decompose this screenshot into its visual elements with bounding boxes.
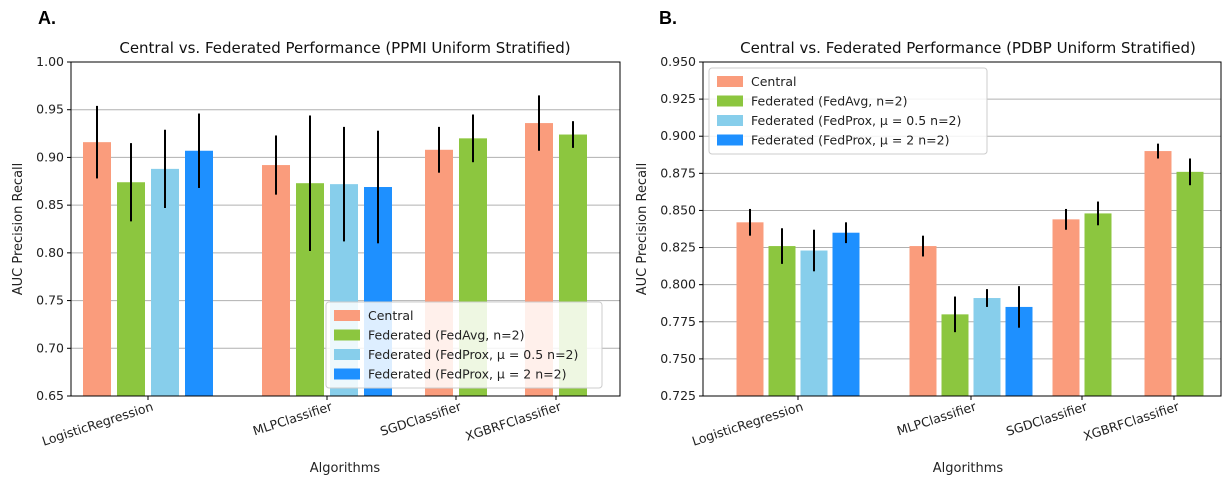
x-tick-label: LogisticRegression	[690, 399, 805, 449]
bar	[768, 246, 796, 396]
legend-box	[708, 67, 988, 155]
panel-letter-b: B.	[659, 8, 677, 28]
x-tick-labels: LogisticRegression MLPClassifier SGDClassi…	[690, 396, 1182, 449]
legend-label: Federated (FedProx, μ = 2 n=2)	[751, 133, 949, 148]
bar	[83, 142, 111, 396]
legend-label: Central	[368, 308, 414, 323]
bar	[1144, 151, 1172, 396]
bar	[832, 232, 860, 396]
y-tick-label: 0.80	[36, 245, 64, 260]
bar	[909, 246, 937, 396]
bar	[185, 150, 213, 396]
legend-label: Federated (FedProx, μ = 2 n=2)	[368, 367, 566, 382]
bar	[1176, 171, 1204, 396]
legend: Central Federated (FedAvg, n=2) Federated …	[325, 301, 603, 389]
chart-title: Central vs. Federated Performance (PPMI …	[119, 39, 570, 57]
x-tick-label: XGBRFClassifier	[1081, 398, 1181, 443]
x-tick-label: SGDClassifier	[1004, 398, 1090, 439]
panel-letter-a: A.	[38, 8, 56, 28]
chart-title: Central vs. Federated Performance (PDBP …	[740, 39, 1196, 57]
plot-frame	[702, 61, 1222, 397]
x-tick-labels: LogisticRegression MLPClassifier SGDClassi…	[40, 396, 564, 449]
legend-swatch	[334, 349, 360, 360]
y-tick-label: 0.950	[660, 54, 696, 69]
legend-label: Federated (FedProx, μ = 0.5 n=2)	[751, 113, 961, 128]
bar	[262, 165, 290, 396]
y-tick-label: 0.725	[660, 388, 696, 403]
y-tick-labels: 0.725 0.750 0.775 0.800 0.825 0.850 0.875 0.900…	[660, 54, 703, 403]
bar	[1084, 213, 1112, 396]
y-tick-label: 0.800	[660, 277, 696, 292]
error-bars	[96, 95, 574, 251]
y-tick-label: 0.75	[36, 293, 64, 308]
bars	[736, 151, 1204, 396]
chart-panel-a: A. Central vs. Federated Performance (PP…	[11, 8, 621, 476]
bar	[800, 250, 828, 396]
y-tick-label: 0.850	[660, 202, 696, 217]
y-tick-label: 0.90	[36, 149, 64, 164]
y-axis-label: AUC Precision Recall	[635, 163, 650, 296]
y-tick-label: 0.65	[36, 388, 64, 403]
x-axis-label: Algorithms	[933, 461, 1004, 476]
legend-box	[325, 301, 603, 389]
y-tick-label: 0.925	[660, 91, 696, 106]
x-tick-label: SGDClassifier	[378, 398, 464, 439]
legend-swatch	[717, 134, 743, 146]
y-tick-label: 0.825	[660, 240, 696, 255]
legend-label: Federated (FedAvg, n=2)	[751, 94, 907, 109]
y-tick-label: 0.70	[36, 340, 64, 355]
legend-swatch	[334, 368, 360, 380]
error-bars	[749, 143, 1191, 333]
legend-swatch	[717, 76, 743, 87]
x-axis-label: Algorithms	[310, 461, 381, 476]
y-tick-label: 1.00	[36, 54, 64, 69]
bar	[1052, 219, 1080, 396]
bar	[736, 222, 764, 396]
bar	[973, 298, 1001, 396]
legend-swatch	[334, 310, 360, 321]
chart-panel-b: B. Central vs. Federated Performance (PD…	[635, 8, 1222, 476]
x-tick-label: MLPClassifier	[251, 398, 335, 438]
y-tick-label: 0.750	[660, 351, 696, 366]
x-tick-label: MLPClassifier	[895, 398, 979, 438]
y-tick-labels: 0.65 0.70 0.75 0.80 0.85 0.90 0.95 1.00	[36, 54, 71, 403]
plot-frame	[70, 61, 621, 397]
x-tick-label: LogisticRegression	[40, 399, 155, 449]
legend-swatch	[334, 329, 360, 341]
legend-label: Central	[751, 74, 797, 89]
legend: Central Federated (FedAvg, n=2) Federated …	[708, 67, 988, 155]
legend-swatch	[717, 95, 743, 107]
legend-swatch	[717, 115, 743, 126]
y-tick-label: 0.875	[660, 165, 696, 180]
x-tick-label: XGBRFClassifier	[463, 398, 563, 443]
y-tick-label: 0.85	[36, 197, 64, 212]
y-axis-label: AUC Precision Recall	[11, 163, 26, 296]
y-tick-label: 0.95	[36, 102, 64, 117]
legend-label: Federated (FedProx, μ = 0.5 n=2)	[368, 347, 578, 362]
legend-label: Federated (FedAvg, n=2)	[368, 328, 524, 343]
y-tick-label: 0.900	[660, 128, 696, 143]
y-tick-label: 0.775	[660, 314, 696, 329]
